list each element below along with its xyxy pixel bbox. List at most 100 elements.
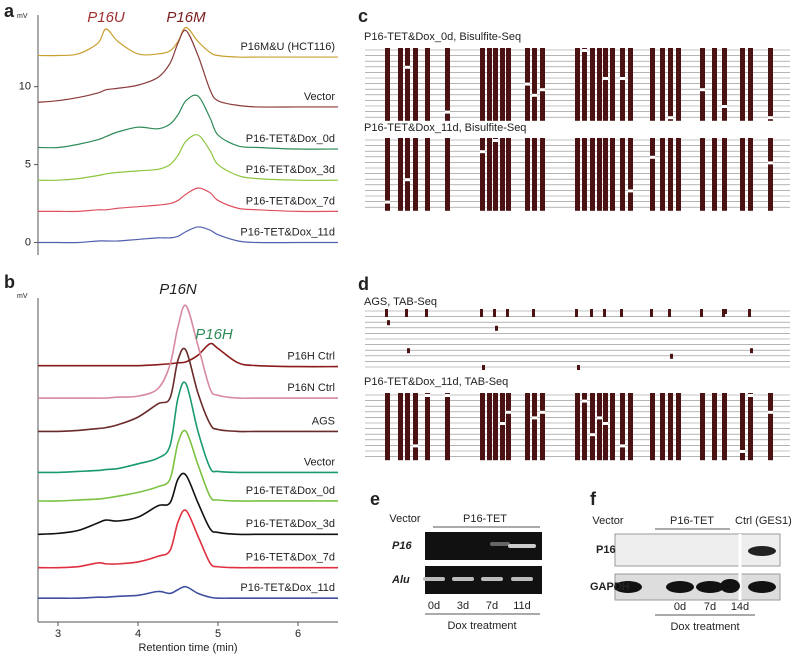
cpg-column: [506, 48, 511, 121]
x-tick-label: 4: [135, 628, 141, 640]
panel-label: a: [4, 1, 15, 21]
cpg-gap: [668, 116, 673, 120]
cpg-column: [597, 138, 602, 211]
cpg-column: [405, 138, 410, 211]
cpg-gap: [628, 189, 633, 193]
cpg-column: [487, 393, 492, 461]
cpg-gap: [500, 422, 505, 425]
cpg-gap: [525, 82, 530, 86]
trace-label: Vector: [304, 456, 336, 468]
cpg-gap: [620, 77, 625, 80]
cpg-gap: [480, 150, 485, 154]
annotation: P16N: [159, 281, 197, 298]
trace-label: AGS: [312, 415, 335, 427]
trace: [38, 585, 338, 600]
cpg-column: [540, 48, 545, 121]
lane-label: 11d: [513, 600, 531, 612]
cpg-column: [597, 393, 602, 461]
trace-label: P16-TET&Dox_0d: [246, 133, 335, 145]
row-label: P16: [392, 540, 412, 552]
cpg-gap: [582, 49, 587, 52]
cpg-column: [610, 48, 615, 121]
band: [423, 577, 445, 581]
x-tick-label: 5: [215, 628, 221, 640]
cpg-column: [480, 48, 485, 121]
cpg-column: [385, 393, 390, 461]
cpg-column: [650, 393, 655, 461]
cpg-site: [493, 309, 496, 317]
cpg-column: [628, 393, 633, 461]
trace: [37, 29, 338, 108]
cpg-column: [480, 138, 485, 211]
cpg-gap: [540, 410, 545, 414]
cpg-column: [500, 48, 505, 121]
cpg-site: [620, 309, 623, 317]
cpg-gap: [532, 416, 537, 420]
cpg-site: [425, 309, 428, 317]
cpg-column: [385, 48, 390, 121]
cpg-column: [700, 138, 705, 211]
trace: [37, 26, 338, 58]
y-tick-label: 10: [19, 81, 31, 93]
cpg-column: [445, 138, 450, 211]
row-label: P16: [596, 544, 616, 556]
cpg-column: [712, 48, 717, 121]
cpg-column: [603, 393, 608, 461]
panel-label: e: [370, 489, 380, 509]
cpg-column: [628, 138, 633, 211]
cpg-column: [676, 393, 681, 461]
trace-label: P16-TET&Dox_0d: [246, 485, 335, 497]
band: [481, 577, 503, 581]
cpg-column: [748, 393, 753, 461]
cpg-column: [597, 48, 602, 121]
trace-label: P16-TET&Dox_3d: [246, 164, 335, 176]
cpg-column: [740, 138, 745, 211]
cpg-column: [493, 48, 498, 121]
cpg-gap: [385, 200, 390, 204]
cpg-column: [610, 393, 615, 461]
panel-label: b: [4, 272, 15, 292]
lane-header: P16-TET: [463, 513, 507, 525]
cpg-gap: [540, 88, 545, 92]
cpg-column: [445, 48, 450, 121]
panel-label: f: [590, 489, 597, 509]
trace-label: P16-TET&Dox_7d: [246, 552, 335, 564]
cpg-column: [628, 48, 633, 121]
trace: [37, 94, 339, 150]
map-title: AGS, TAB-Seq: [364, 296, 437, 308]
lane-header: P16-TET: [670, 515, 714, 527]
cpg-column: [590, 138, 595, 211]
cpg-column: [668, 393, 673, 461]
cpg-column: [398, 138, 403, 211]
cpg-column: [398, 48, 403, 121]
cpg-column: [506, 393, 511, 461]
cpg-column: [660, 48, 665, 121]
cpg-site: [700, 309, 703, 317]
cpg-gap: [650, 155, 655, 159]
band: [666, 581, 694, 593]
band: [748, 546, 776, 556]
cpg-column: [532, 48, 537, 121]
map-title: P16-TET&Dox_0d, Bisulfite-Seq: [364, 31, 521, 43]
cpg-gap: [425, 394, 430, 397]
trace: [38, 226, 338, 244]
lane-header: Ctrl (GES1): [735, 515, 792, 527]
cpg-column: [722, 138, 727, 211]
cpg-column: [575, 393, 580, 461]
band: [720, 579, 740, 593]
cpg-column: [487, 138, 492, 211]
cpg-column: [748, 138, 753, 211]
cpg-gap: [740, 450, 745, 453]
cpg-column: [722, 393, 727, 461]
cpg-site: [482, 365, 485, 370]
cpg-site: [405, 309, 408, 317]
cpg-column: [668, 48, 673, 121]
band: [511, 577, 533, 581]
cpg-gap: [405, 65, 410, 69]
cpg-column: [582, 393, 587, 461]
cpg-column: [425, 48, 430, 121]
trace-label: Vector: [304, 91, 336, 103]
cpg-column: [582, 48, 587, 121]
cpg-gap: [603, 422, 608, 425]
cpg-gap: [493, 139, 498, 142]
